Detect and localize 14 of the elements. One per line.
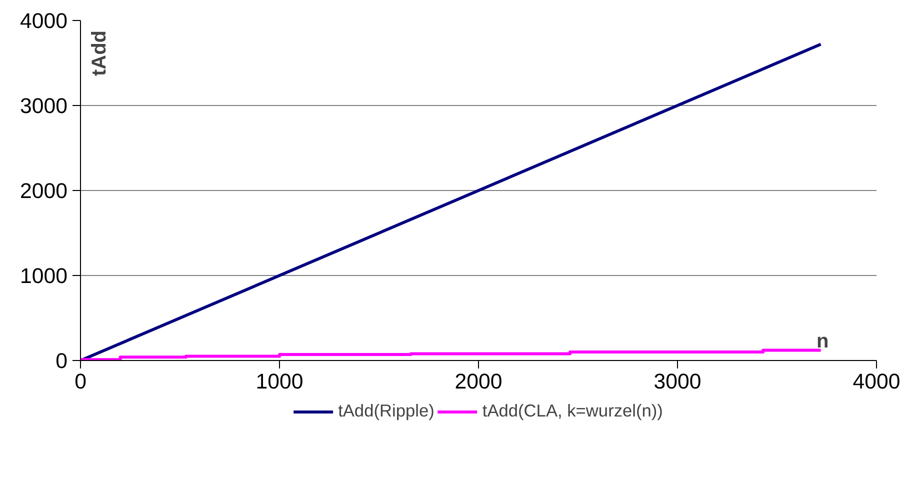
y-tick-label: 3000 — [20, 94, 68, 118]
y-axis-title: tAdd — [88, 30, 110, 76]
x-tick-label: 3000 — [654, 370, 702, 394]
y-tick-label: 0 — [56, 349, 68, 373]
y-tick-label: 4000 — [20, 9, 68, 33]
legend-label: tAdd(CLA, k=wurzel(n)) — [482, 400, 663, 422]
x-tick-label: 4000 — [852, 370, 900, 394]
y-tick-label: 1000 — [20, 264, 68, 288]
y-tick-label: 2000 — [20, 179, 68, 203]
x-axis-title: n — [816, 330, 829, 352]
x-tick-label: 0 — [74, 370, 87, 394]
x-tick-label: 1000 — [256, 370, 304, 394]
x-tick-label: 2000 — [454, 370, 502, 394]
legend-label: tAdd(Ripple) — [338, 400, 434, 422]
